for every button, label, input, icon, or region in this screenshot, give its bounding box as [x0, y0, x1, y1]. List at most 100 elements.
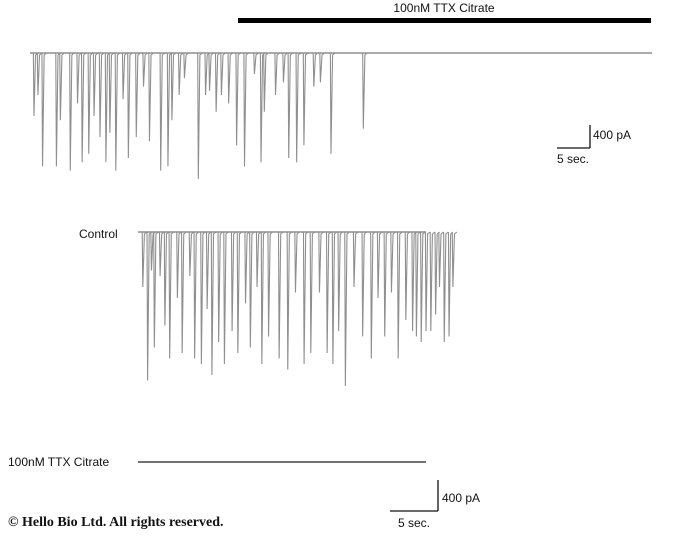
top-trace-event-39 [295, 52, 301, 163]
top-trace-event-24 [183, 52, 189, 79]
control-trace-event-45 [424, 231, 431, 332]
control-trace-event-38 [383, 231, 390, 337]
control-trace-event-27 [302, 231, 309, 365]
control-trace-event-28 [309, 231, 316, 354]
top-trace-event-5 [59, 52, 65, 121]
control-trace-event-18 [236, 231, 243, 354]
control-trace-event-23 [267, 231, 273, 337]
top-trace-event-23 [178, 52, 184, 96]
ttx-application-bar [238, 18, 651, 23]
control-trace-event-31 [331, 231, 338, 365]
ttx-application-label: 100nM TTX Citrate [393, 1, 494, 15]
bottom-scale-bar: 400 pA 5 sec. [390, 480, 480, 530]
top-trace-event-3 [41, 52, 47, 167]
top-trace-event-33 [253, 52, 259, 75]
control-trace-event-20 [249, 231, 255, 348]
top-trace-event-29 [220, 52, 226, 96]
control-trace-event-19 [244, 231, 250, 304]
top-trace-event-31 [235, 52, 241, 146]
top-trace-event-42 [319, 52, 325, 83]
control-trace-event-32 [337, 231, 343, 332]
top-trace-event-13 [108, 52, 115, 133]
control-trace-event-21 [255, 231, 262, 288]
control-trace-event-10 [188, 231, 195, 277]
top-trace-event-9 [87, 52, 94, 154]
top-scale-current-label: 400 pA [593, 128, 631, 142]
control-trace-event-46 [429, 231, 436, 332]
top-trace-event-12 [104, 52, 111, 163]
control-trace-event-44 [420, 231, 426, 343]
control-trace-event-13 [205, 231, 212, 310]
top-trace-event-44 [362, 52, 368, 129]
control-trace-event-49 [443, 231, 449, 343]
control-trace-event-36 [370, 231, 376, 359]
top-scale-bar: 400 pA 5 sec. [557, 125, 631, 166]
top-trace-event-2 [36, 52, 43, 96]
top-trace-event-38 [287, 52, 294, 159]
control-trace-event-8 [176, 231, 182, 299]
control-trace-event-22 [260, 231, 267, 365]
control-trace-event-5 [158, 231, 165, 277]
control-trace-event-39 [390, 231, 396, 293]
control-trace-event-17 [230, 231, 237, 332]
bottom-scale-current-label: 400 pA [442, 491, 480, 505]
top-trace-events [32, 52, 368, 180]
top-trace-event-36 [274, 52, 280, 96]
top-trace-event-40 [302, 52, 309, 146]
top-trace-event-6 [69, 52, 75, 171]
control-panel: Control [79, 227, 458, 387]
control-trace-event-43 [415, 231, 421, 337]
control-trace-event-25 [286, 231, 293, 370]
control-trace-event-1 [141, 231, 148, 288]
top-trace-event-26 [204, 52, 210, 96]
control-trace-label: Control [79, 227, 118, 241]
top-trace-event-35 [263, 52, 269, 112]
top-trace-event-14 [114, 52, 121, 171]
ttx-trace-label: 100nM TTX Citrate [8, 455, 109, 469]
control-trace-event-51 [451, 231, 458, 288]
control-trace-event-30 [325, 231, 332, 354]
top-trace-event-19 [148, 52, 154, 142]
control-trace-events [141, 231, 458, 387]
top-trace-event-16 [127, 52, 133, 159]
top-trace-event-15 [121, 52, 128, 100]
top-trace-event-8 [80, 52, 87, 163]
top-trace-event-37 [282, 52, 288, 83]
top-trace-event-22 [170, 52, 177, 121]
control-trace-event-4 [153, 231, 159, 348]
top-panel: 100nM TTX Citrate [30, 1, 652, 180]
top-trace-event-25 [197, 52, 203, 180]
control-trace-event-6 [163, 231, 170, 326]
control-trace-event-9 [181, 231, 187, 354]
control-trace-event-37 [376, 231, 383, 299]
top-trace-event-21 [166, 52, 173, 167]
top-trace-event-41 [312, 52, 319, 87]
control-trace-event-26 [294, 231, 300, 293]
control-trace-event-41 [404, 231, 411, 321]
control-trace-event-24 [277, 231, 284, 359]
top-trace-event-20 [159, 52, 166, 171]
top-trace-event-7 [76, 52, 82, 104]
top-trace-event-10 [92, 52, 99, 117]
top-trace-event-32 [243, 52, 249, 167]
top-trace-event-4 [55, 52, 61, 167]
copyright-notice: © Hello Bio Ltd. All rights reserved. [8, 515, 224, 530]
control-trace-event-40 [397, 231, 403, 359]
control-trace-event-7 [168, 231, 175, 359]
control-trace-event-33 [344, 231, 350, 387]
control-trace-event-35 [361, 231, 367, 337]
top-trace-event-18 [142, 52, 148, 87]
top-trace-event-27 [208, 52, 214, 91]
control-trace-event-34 [352, 231, 359, 288]
ttx-panel: 100nM TTX Citrate [8, 455, 426, 469]
control-trace-event-11 [193, 231, 199, 359]
control-trace-event-15 [217, 231, 223, 343]
top-trace-event-17 [135, 52, 141, 138]
top-trace-event-28 [214, 52, 221, 112]
control-trace-event-48 [438, 231, 444, 288]
top-trace-event-11 [98, 52, 105, 138]
bottom-scale-time-label: 5 sec. [398, 516, 430, 530]
top-trace-event-30 [227, 52, 234, 104]
